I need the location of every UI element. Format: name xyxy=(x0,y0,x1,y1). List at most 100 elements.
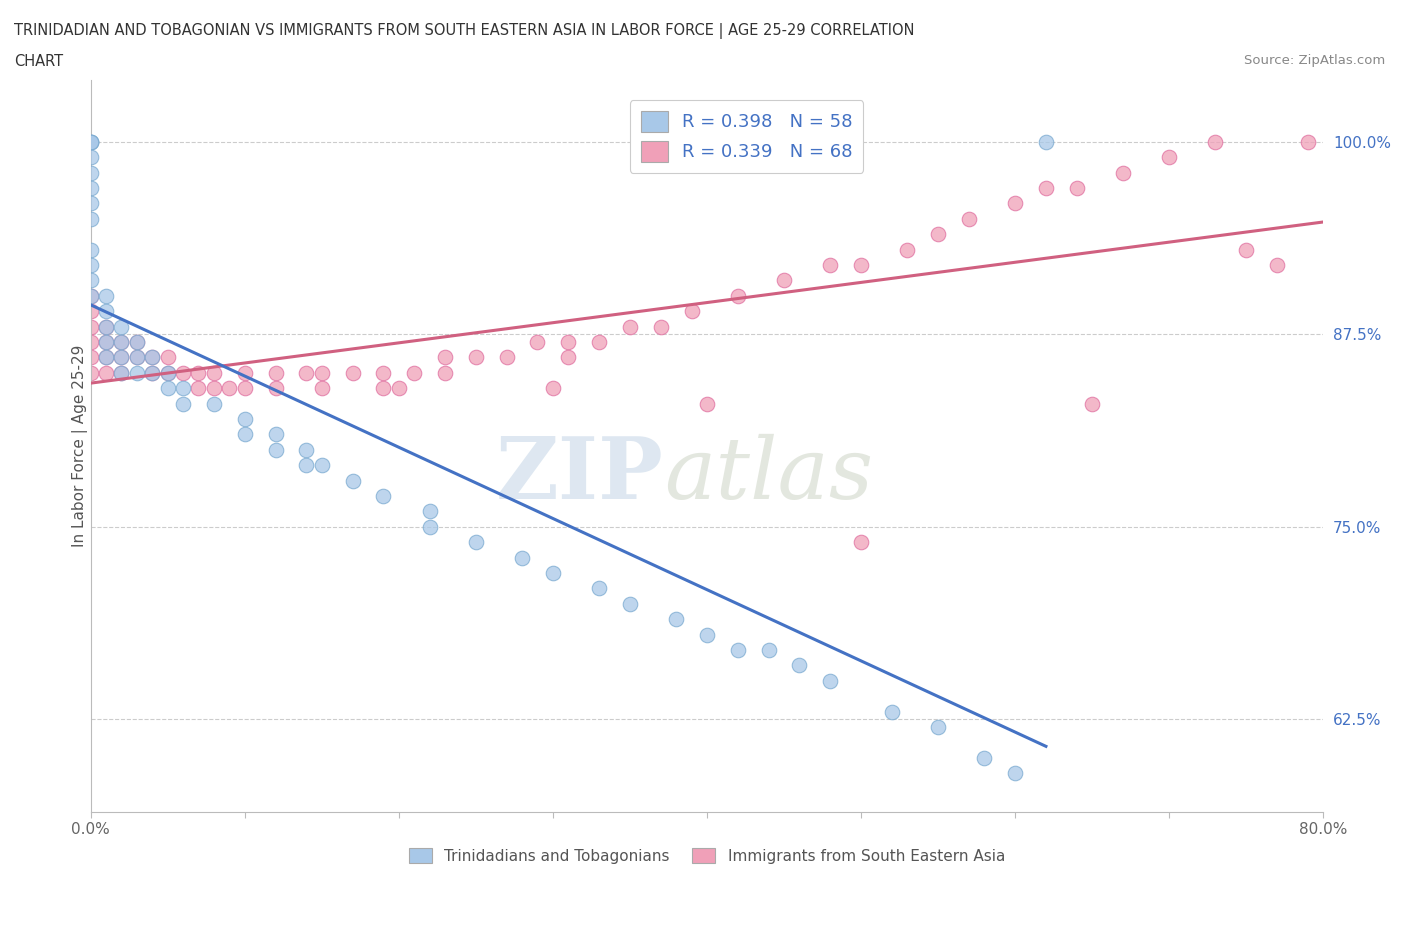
Point xyxy=(1265,258,1288,272)
Point xyxy=(187,365,209,380)
Point xyxy=(1112,165,1135,179)
Point xyxy=(156,380,179,395)
Point xyxy=(773,272,796,287)
Point xyxy=(79,350,101,365)
Point xyxy=(79,365,101,380)
Point xyxy=(1004,765,1026,780)
Point xyxy=(526,335,548,350)
Point xyxy=(696,396,718,411)
Text: ZIP: ZIP xyxy=(496,433,664,517)
Point xyxy=(79,288,101,303)
Text: CHART: CHART xyxy=(14,54,63,69)
Point xyxy=(373,365,395,380)
Point xyxy=(202,365,225,380)
Point xyxy=(758,643,780,658)
Text: atlas: atlas xyxy=(664,433,873,516)
Point xyxy=(94,288,117,303)
Point xyxy=(141,365,163,380)
Point xyxy=(79,134,101,149)
Point xyxy=(295,443,318,458)
Point xyxy=(388,380,411,395)
Point xyxy=(110,350,132,365)
Point xyxy=(110,335,132,350)
Point xyxy=(404,365,426,380)
Point xyxy=(79,272,101,287)
Point xyxy=(264,365,287,380)
Point xyxy=(973,751,995,765)
Point xyxy=(156,350,179,365)
Point xyxy=(588,335,610,350)
Point xyxy=(94,319,117,334)
Point xyxy=(295,365,318,380)
Point xyxy=(373,488,395,503)
Point xyxy=(94,350,117,365)
Point xyxy=(419,519,441,534)
Point xyxy=(141,365,163,380)
Point xyxy=(727,288,749,303)
Point xyxy=(650,319,672,334)
Legend: Trinidadians and Tobagonians, Immigrants from South Eastern Asia: Trinidadians and Tobagonians, Immigrants… xyxy=(402,842,1011,870)
Point xyxy=(818,673,841,688)
Point xyxy=(94,304,117,319)
Point xyxy=(233,427,256,442)
Point xyxy=(264,427,287,442)
Point xyxy=(264,443,287,458)
Point xyxy=(110,319,132,334)
Point xyxy=(1204,134,1226,149)
Point xyxy=(94,350,117,365)
Point xyxy=(1234,242,1257,257)
Point xyxy=(311,365,333,380)
Point xyxy=(896,242,918,257)
Point xyxy=(927,720,949,735)
Point xyxy=(681,304,703,319)
Point xyxy=(849,535,872,550)
Point xyxy=(311,458,333,472)
Point xyxy=(588,581,610,596)
Point xyxy=(295,458,318,472)
Point xyxy=(79,258,101,272)
Point xyxy=(233,380,256,395)
Point xyxy=(110,335,132,350)
Point xyxy=(79,150,101,165)
Point xyxy=(1035,180,1057,195)
Point xyxy=(94,335,117,350)
Point xyxy=(79,288,101,303)
Point xyxy=(79,211,101,226)
Point xyxy=(557,350,579,365)
Point xyxy=(927,227,949,242)
Point xyxy=(125,335,148,350)
Point xyxy=(125,365,148,380)
Point xyxy=(264,380,287,395)
Point xyxy=(957,211,980,226)
Point xyxy=(434,350,457,365)
Point xyxy=(342,473,364,488)
Point xyxy=(156,365,179,380)
Point xyxy=(373,380,395,395)
Text: TRINIDADIAN AND TOBAGONIAN VS IMMIGRANTS FROM SOUTH EASTERN ASIA IN LABOR FORCE : TRINIDADIAN AND TOBAGONIAN VS IMMIGRANTS… xyxy=(14,23,914,39)
Point xyxy=(233,365,256,380)
Point xyxy=(79,134,101,149)
Point xyxy=(172,365,194,380)
Point xyxy=(202,396,225,411)
Point xyxy=(79,165,101,179)
Point xyxy=(464,350,486,365)
Point xyxy=(79,180,101,195)
Point xyxy=(233,411,256,426)
Point xyxy=(1159,150,1181,165)
Point xyxy=(172,380,194,395)
Point xyxy=(125,335,148,350)
Point xyxy=(665,612,688,627)
Point xyxy=(110,365,132,380)
Point xyxy=(110,365,132,380)
Point xyxy=(818,258,841,272)
Point xyxy=(557,335,579,350)
Point xyxy=(311,380,333,395)
Point xyxy=(464,535,486,550)
Point xyxy=(218,380,240,395)
Point xyxy=(187,380,209,395)
Point xyxy=(79,304,101,319)
Point xyxy=(696,627,718,642)
Point xyxy=(79,335,101,350)
Point xyxy=(342,365,364,380)
Point xyxy=(125,350,148,365)
